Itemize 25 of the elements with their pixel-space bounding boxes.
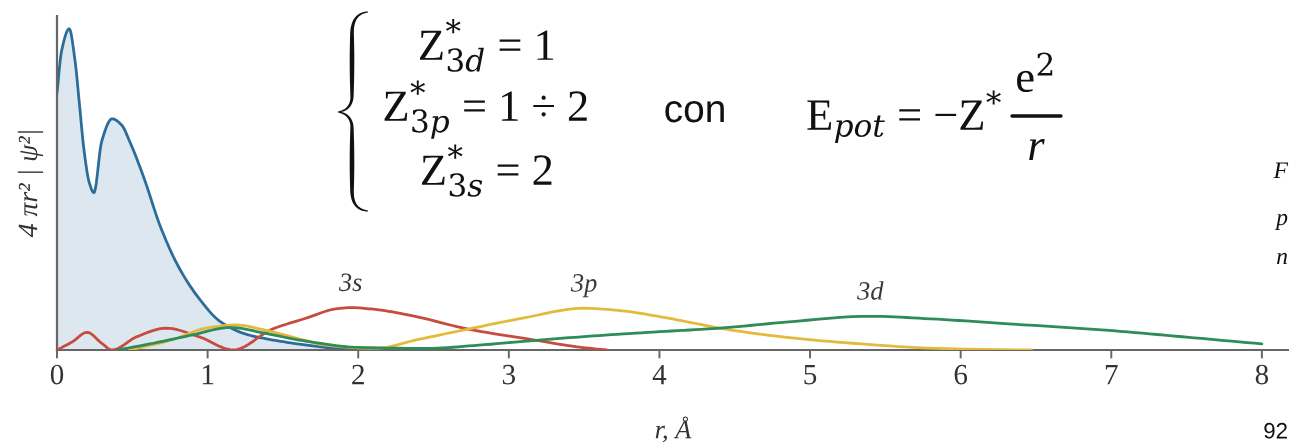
x-tick-label: 5 xyxy=(804,365,817,385)
annotation: p xyxy=(1274,213,1288,231)
x-tick-label: 1 xyxy=(202,364,214,385)
x-tick-label: 3 xyxy=(502,364,515,385)
annotation: E$_{pot}$ = −Z$^{*}$ xyxy=(807,90,1001,144)
annotation: Z$^{*}$$_{3d}$ = 1 xyxy=(420,19,554,72)
series-label: 3p xyxy=(570,274,597,298)
x-tick-label: 2 xyxy=(352,364,364,385)
x-axis-title: r, Å xyxy=(655,416,692,443)
annotation: con xyxy=(665,101,724,123)
annotation: e$^{2}$ xyxy=(1017,52,1053,93)
annotation: Z$^{*}$$_{3s}$ = 2 xyxy=(422,144,552,197)
annotation: Z$^{*}$$_{3p}$ = 1 ÷ 2 xyxy=(384,80,587,139)
x-tick-label: 8 xyxy=(1255,364,1269,385)
text: 92 xyxy=(1264,422,1287,439)
y-axis-title: 4 πr² | ψ²| xyxy=(17,131,44,238)
annotation: r xyxy=(1029,139,1045,160)
series-label: 3s xyxy=(338,273,362,292)
x-tick-label: 0 xyxy=(50,364,64,385)
series-label: 3d xyxy=(857,281,884,300)
x-tick-label: 7 xyxy=(1105,365,1118,385)
x-tick-label: 4 xyxy=(652,364,667,385)
x-tick-label: 6 xyxy=(954,364,968,385)
annotation: F xyxy=(1273,162,1289,178)
annotation: n xyxy=(1277,252,1288,264)
